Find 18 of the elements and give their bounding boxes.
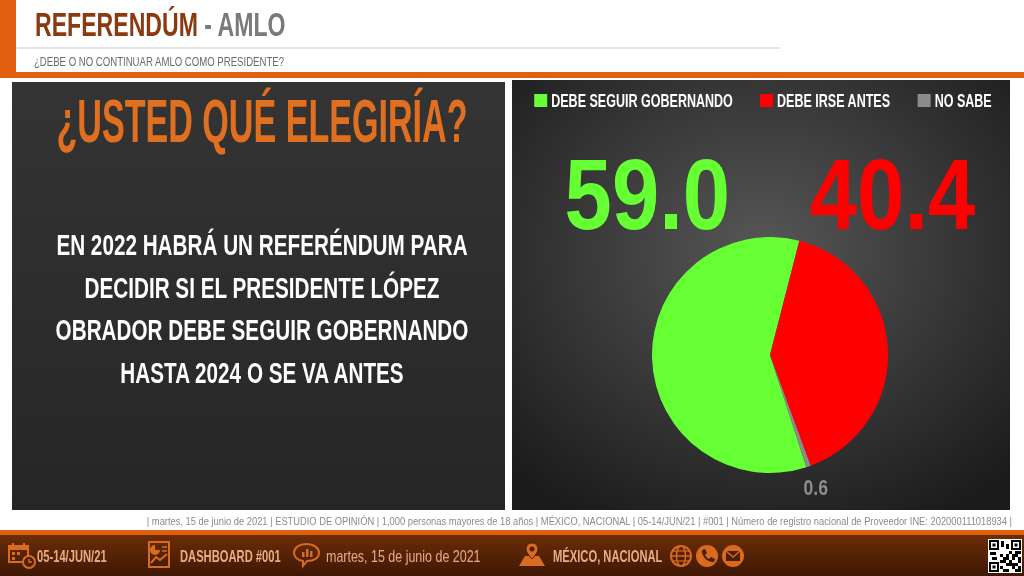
pie-slice <box>770 355 811 468</box>
text: DASHBOARD #001 <box>180 546 281 566</box>
text: MÉXICO, NACIONAL <box>553 546 663 566</box>
legend-label: DEBE IRSE ANTES <box>777 89 891 111</box>
text: 05-14/JUN/21 <box>37 546 107 566</box>
legend-label: DEBE SEGUIR GOBERNANDO <box>551 89 733 111</box>
data-label: 0.6 <box>803 475 828 500</box>
data-label: 40.4 <box>809 138 976 251</box>
text: | martes, 15 de junio de 2021 | ESTUDIO DE OPINIÓN | 1,000 personas mayores de 18 años | MÉXICO, NACIONAL | 05-14/JUN/21 | #001 | Número de registro nacional de Proveedor INE: 202000111018934 | <box>146 514 1012 528</box>
text: martes, 15 de junio de 2021 <box>326 547 481 566</box>
text: ¿USTED QUÉ ELEGIRÍA? <box>56 86 468 156</box>
text: REFERENDÚM - AMLO <box>35 5 286 43</box>
text: EN 2022 HABRÁ UN REFERÉNDUM PARA DECIDIR SI EL PRESIDENTE LÓPEZ OBRADOR DEBE SEGUIR GOBERNANDO HASTA 2024 O SE VA ANTES <box>55 228 469 389</box>
text: ¿DEBE O NO CONTINUAR AMLO COMO PRESIDENTE? <box>34 54 285 69</box>
legend-label: NO SABE <box>934 89 992 111</box>
pie-slice <box>770 240 888 466</box>
pie-slice <box>652 237 807 473</box>
data-label: 59.0 <box>564 138 731 251</box>
